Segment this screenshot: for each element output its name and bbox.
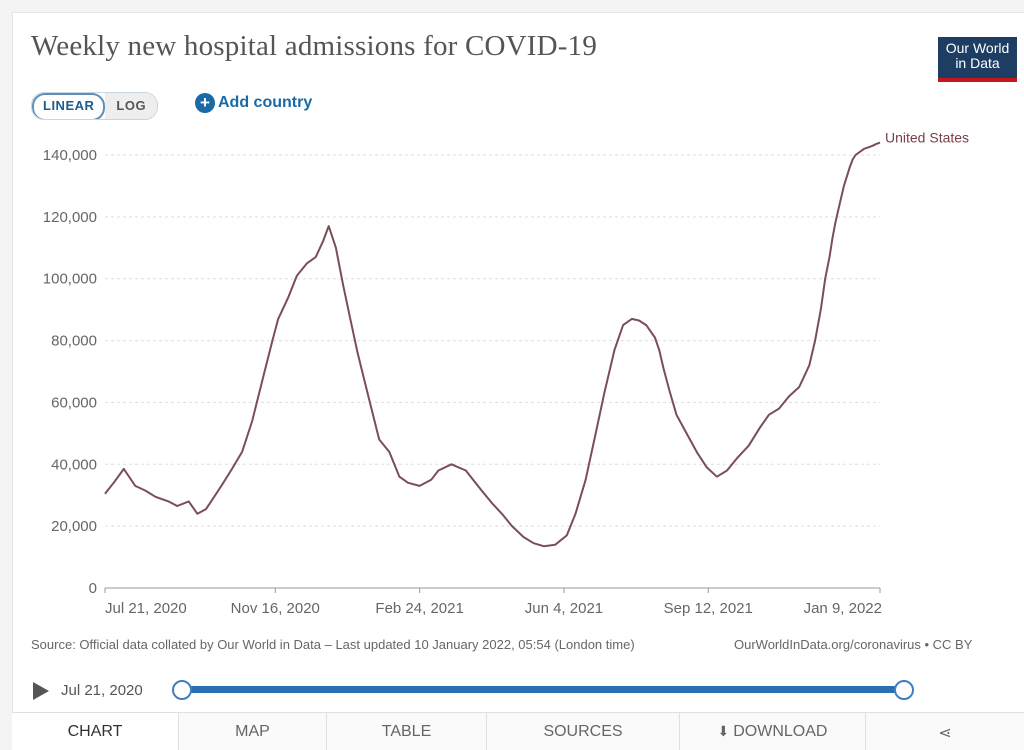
chart-title: Weekly new hospital admissions for COVID… (31, 30, 598, 62)
share-icon: ⋖ (938, 725, 952, 742)
plus-icon: + (195, 93, 215, 113)
timeline-slider[interactable] (181, 686, 903, 693)
y-tick-label-5: 100,000 (43, 271, 97, 288)
y-tick-label-1: 20,000 (51, 518, 97, 535)
timeline-start-label: Jul 21, 2020 (61, 682, 143, 699)
tab-sources[interactable]: SOURCES (487, 713, 680, 750)
y-tick-label-7: 140,000 (43, 147, 97, 164)
y-tick-label-0: 0 (89, 580, 97, 597)
y-tick-label-6: 120,000 (43, 209, 97, 226)
y-tick-label-2: 40,000 (51, 456, 97, 473)
add-country-label: Add country (218, 94, 313, 111)
x-tick-label-2: Feb 24, 2021 (375, 600, 463, 617)
tab-chart[interactable]: CHART (12, 713, 179, 750)
share-button[interactable]: ⋖ (866, 713, 1024, 750)
x-tick-label-1: Nov 16, 2020 (231, 600, 320, 617)
download-label: DOWNLOAD (733, 723, 828, 740)
timeline-end-handle[interactable] (894, 680, 914, 700)
linear-scale-button[interactable]: LINEAR (32, 93, 106, 119)
log-scale-button[interactable]: LOG (105, 93, 158, 119)
logo-line-2: in Data (955, 55, 1000, 71)
y-tick-label-3: 60,000 (51, 394, 97, 411)
owid-logo[interactable]: Our World in Data (938, 37, 1017, 82)
bottom-tab-bar: CHART MAP TABLE SOURCES ⬇ DOWNLOAD ⋖ (12, 712, 1024, 750)
download-icon: ⬇ (717, 723, 730, 739)
tab-table[interactable]: TABLE (327, 713, 487, 750)
chart-panel (12, 12, 1024, 750)
x-tick-label-5: Jan 9, 2022 (804, 600, 882, 617)
tab-map[interactable]: MAP (179, 713, 327, 750)
source-note: Source: Official data collated by Our Wo… (31, 637, 635, 652)
series-label-united-states: United States (885, 130, 969, 146)
x-tick-label-3: Jun 4, 2021 (525, 600, 603, 617)
logo-line-1: Our World (945, 40, 1010, 56)
scale-toggle: LINEAR LOG (31, 92, 159, 120)
add-country-button[interactable]: + Add country (195, 93, 312, 113)
x-tick-label-4: Sep 12, 2021 (664, 600, 753, 617)
play-icon[interactable] (33, 682, 49, 700)
credit-link[interactable]: OurWorldInData.org/coronavirus • CC BY (734, 637, 973, 652)
timeline-start-handle[interactable] (172, 680, 192, 700)
tab-download[interactable]: ⬇ DOWNLOAD (680, 713, 866, 750)
series-line-united-states (104, 141, 881, 548)
x-tick-label-0: Jul 21, 2020 (105, 600, 187, 617)
y-tick-label-4: 80,000 (51, 333, 97, 350)
